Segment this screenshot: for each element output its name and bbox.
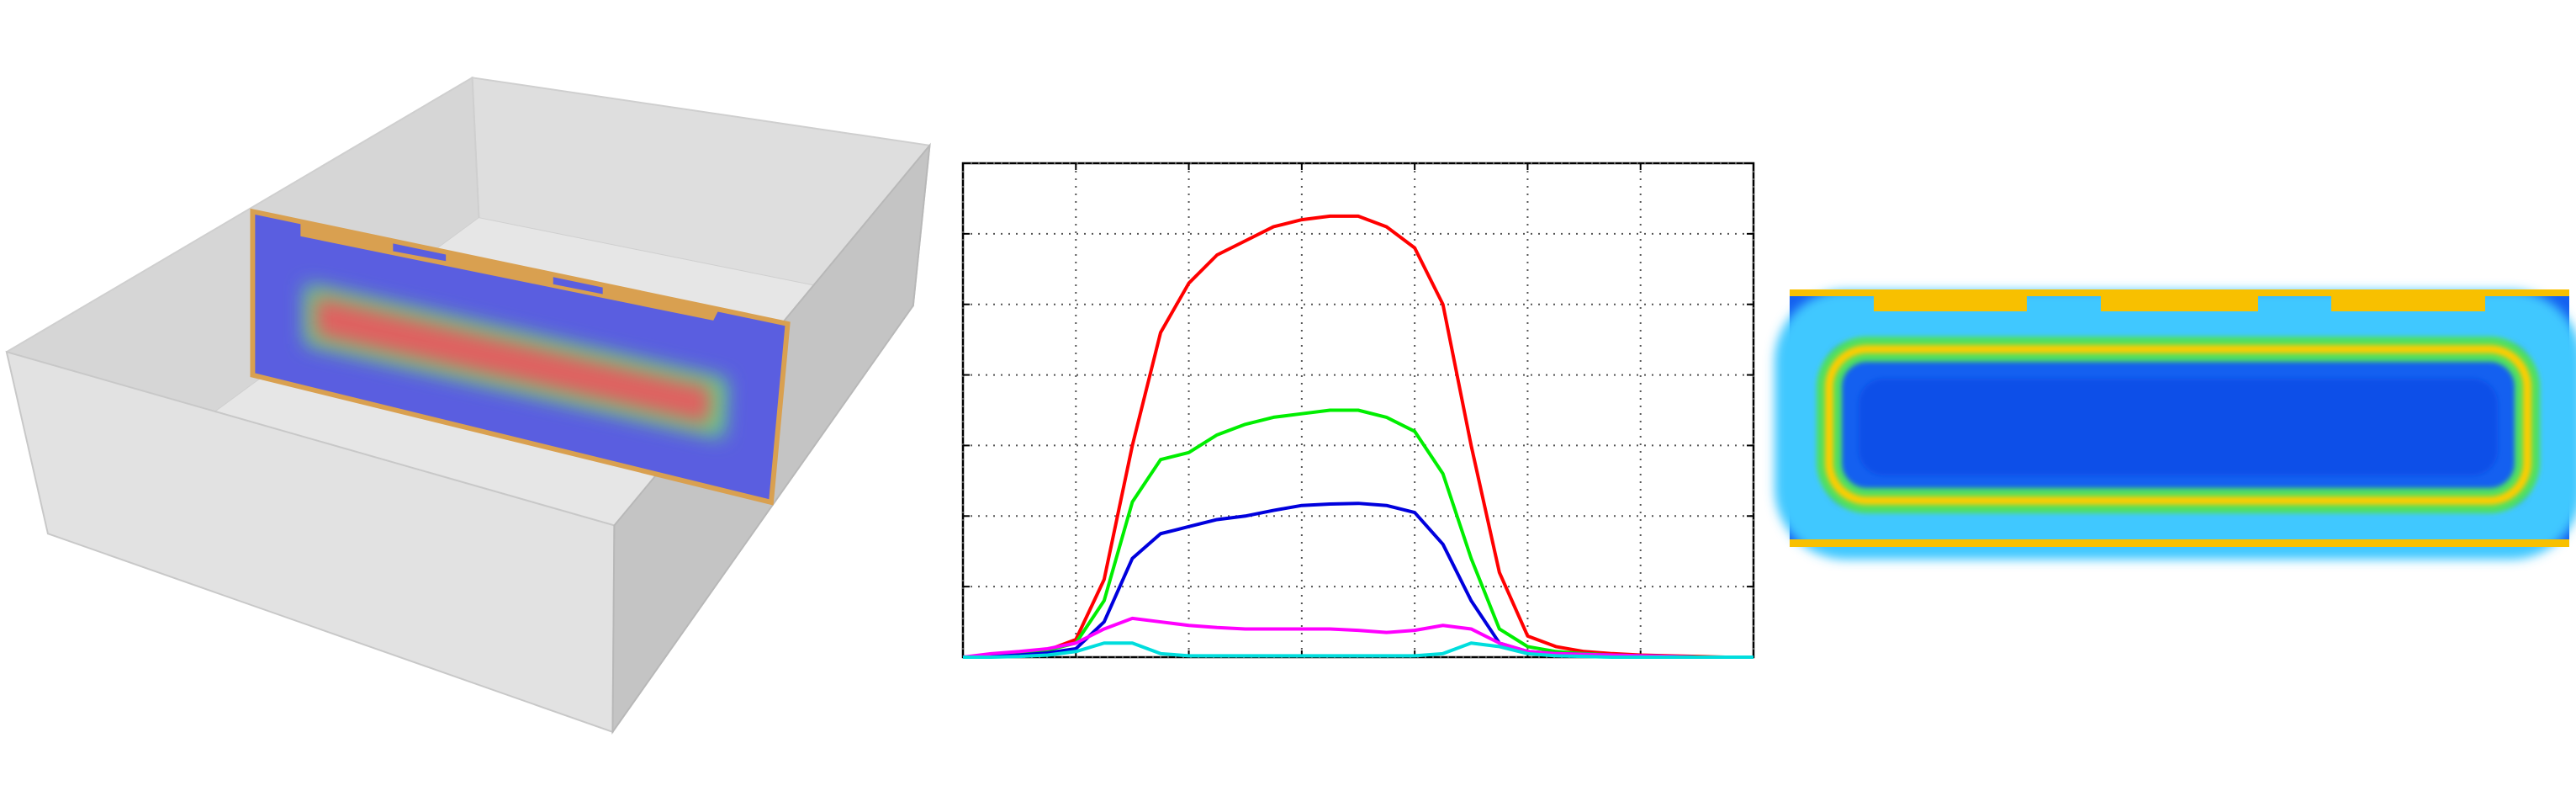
series-line [962,214,1753,659]
box-3d [5,76,931,735]
series-line [963,641,1753,659]
field-panel [250,208,791,506]
series-line [962,408,1753,659]
series-line [962,616,1753,659]
heatmap-panel [1775,289,2576,560]
